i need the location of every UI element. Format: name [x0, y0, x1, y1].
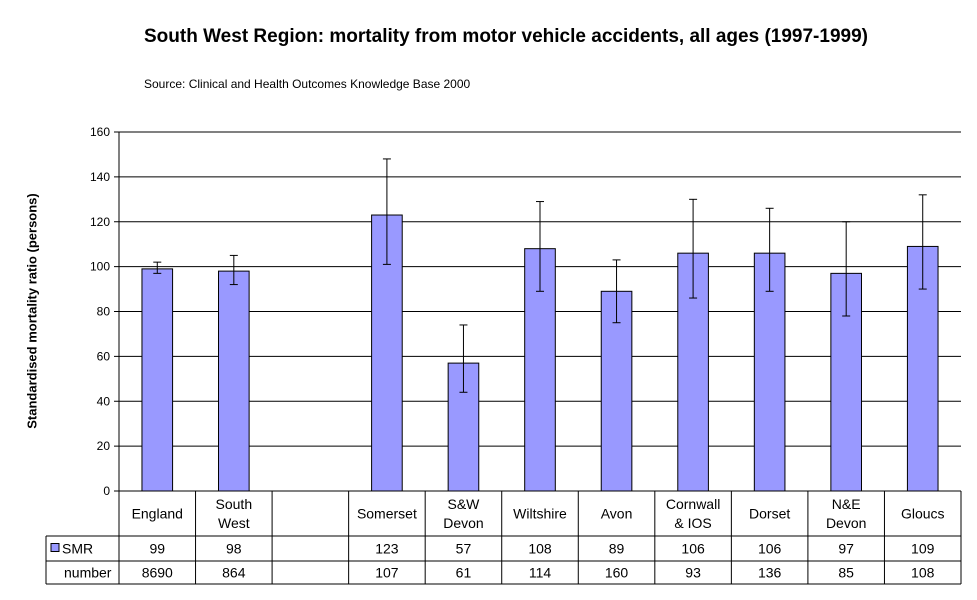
- y-tick-label: 20: [97, 439, 111, 453]
- legend-swatch: [50, 543, 60, 552]
- table-cell: 108: [528, 541, 552, 557]
- y-tick-label: 120: [90, 215, 110, 229]
- table-cell: 93: [685, 565, 701, 581]
- table-cell: 864: [222, 565, 246, 581]
- table-cell: 123: [375, 541, 399, 557]
- table-row-label: number: [64, 565, 112, 581]
- table-cell: 98: [226, 541, 242, 557]
- chart-subtitle: Source: Clinical and Health Outcomes Kno…: [144, 77, 471, 91]
- y-tick-label: 80: [97, 305, 111, 319]
- x-category-label: West: [218, 515, 250, 531]
- y-tick-label: 40: [97, 394, 111, 408]
- table-cell: 106: [681, 541, 705, 557]
- x-category-label: Dorset: [749, 506, 790, 522]
- table-cell: 8690: [142, 565, 173, 581]
- bar: [218, 270, 250, 492]
- x-category-label: Cornwall: [666, 496, 720, 512]
- table-cell: 99: [149, 541, 165, 557]
- chart-title: South West Region: mortality from motor …: [144, 26, 868, 47]
- table-cell: 114: [529, 565, 552, 581]
- x-category-label: Devon: [443, 515, 483, 531]
- x-category-label: Gloucs: [901, 506, 945, 522]
- y-tick-label: 60: [97, 349, 111, 363]
- table-cell: 61: [456, 565, 472, 581]
- y-tick-label: 140: [90, 170, 110, 184]
- x-category-label: & IOS: [674, 515, 711, 531]
- table-cell: 136: [758, 565, 782, 581]
- x-category-label: England: [132, 506, 183, 522]
- bar: [753, 252, 786, 492]
- table-cell: 106: [758, 541, 782, 557]
- y-tick-label: 0: [103, 484, 110, 498]
- bar: [600, 290, 633, 492]
- table-cell: 108: [911, 565, 935, 581]
- table-cell: 107: [375, 565, 399, 581]
- table-cell: 97: [838, 541, 854, 557]
- bar: [141, 268, 174, 492]
- x-category-label: Somerset: [357, 506, 417, 522]
- y-tick-label: 160: [90, 125, 110, 139]
- x-category-label: N&E: [832, 496, 861, 512]
- x-category-label: South: [216, 496, 253, 512]
- x-category-label: Devon: [826, 515, 866, 531]
- table-cell: 57: [456, 541, 472, 557]
- table-row-label: SMR: [62, 541, 93, 557]
- x-category-label: Wiltshire: [513, 506, 567, 522]
- x-category-label: Avon: [601, 506, 633, 522]
- table-cell: 85: [838, 565, 854, 581]
- table-cell: 109: [911, 541, 935, 557]
- y-tick-label: 100: [90, 260, 110, 274]
- table-cell: 89: [609, 541, 625, 557]
- table-cell: 160: [605, 565, 629, 581]
- x-category-label: S&W: [448, 496, 481, 512]
